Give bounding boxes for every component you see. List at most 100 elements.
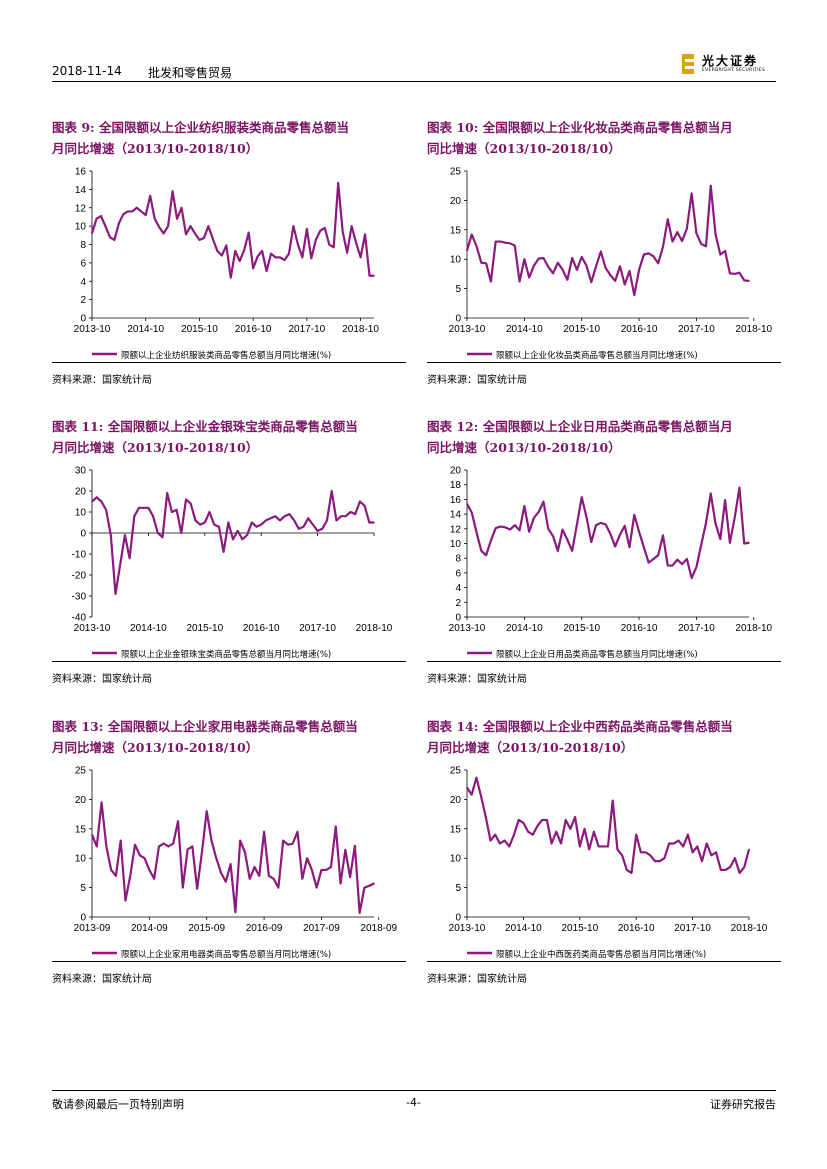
- chart-title-line1: 全国限额以上企业日用品类商品零售总额当月: [482, 419, 733, 434]
- data-point: [733, 516, 736, 519]
- y-tick-label: 20: [450, 196, 462, 207]
- data-point: [609, 533, 612, 535]
- data-point: [597, 845, 600, 848]
- data-point: [138, 507, 140, 509]
- data-point: [579, 845, 581, 848]
- y-tick-label: 25: [450, 167, 462, 178]
- data-point: [523, 258, 526, 260]
- data-point: [307, 517, 309, 520]
- data-point: [292, 225, 295, 227]
- series-line: [91, 489, 374, 595]
- data-point: [122, 213, 125, 215]
- data-point: [373, 274, 375, 277]
- data-point: [186, 848, 189, 851]
- y-tick-label: -10: [72, 550, 87, 561]
- data-point: [315, 239, 317, 241]
- data-point: [671, 564, 674, 567]
- y-tick-label: 20: [450, 466, 462, 477]
- y-tick-label: 14: [75, 185, 87, 196]
- data-point: [283, 515, 286, 517]
- chart-panel-11: 图表 11: 全国限额以上企业金银珠宝类商品零售总额当 月同比增速（2013/1…: [52, 416, 406, 694]
- data-point: [552, 535, 554, 537]
- data-point: [115, 875, 117, 877]
- data-point: [523, 505, 526, 507]
- chart-source: 资料来源：国家统计局: [427, 974, 527, 985]
- footer-divider: [52, 1090, 776, 1091]
- data-point: [593, 830, 595, 833]
- data-point: [355, 241, 357, 244]
- y-tick-label: 12: [75, 203, 87, 214]
- data-point: [110, 534, 112, 536]
- data-point: [533, 516, 535, 519]
- x-tick-label: 2018-10: [735, 623, 772, 634]
- data-point: [475, 531, 478, 534]
- data-point: [580, 256, 583, 258]
- data-point: [243, 249, 245, 251]
- data-point: [614, 280, 616, 282]
- data-point: [234, 250, 237, 252]
- data-point: [666, 218, 669, 221]
- data-point: [557, 550, 559, 552]
- y-tick-label: 15: [450, 225, 462, 236]
- data-point: [514, 524, 516, 526]
- data-point: [547, 528, 550, 530]
- x-tick-label: 2013-10: [74, 324, 111, 335]
- data-point: [604, 523, 607, 526]
- data-point: [748, 848, 750, 851]
- y-tick-label: 20: [75, 487, 87, 498]
- data-point: [619, 533, 621, 536]
- source-divider: [52, 661, 406, 662]
- data-point: [139, 854, 141, 857]
- x-tick-label: 2017-10: [289, 324, 326, 335]
- x-tick-label: 2015-09: [188, 923, 225, 934]
- data-point: [279, 256, 281, 259]
- data-point: [686, 558, 688, 560]
- data-point: [537, 511, 540, 513]
- series-line: [466, 776, 751, 874]
- data-point: [272, 877, 275, 880]
- data-point: [475, 776, 478, 779]
- data-point: [124, 534, 126, 536]
- data-point: [180, 532, 183, 534]
- data-point: [222, 551, 225, 553]
- data-point: [232, 538, 234, 541]
- data-point: [247, 231, 250, 234]
- data-point: [133, 515, 136, 517]
- data-point: [696, 845, 699, 848]
- data-point: [626, 869, 628, 871]
- data-point: [162, 232, 165, 235]
- data-point: [719, 538, 722, 540]
- data-point: [743, 279, 746, 282]
- data-point: [100, 801, 103, 804]
- data-point: [588, 848, 590, 851]
- data-point: [748, 280, 750, 282]
- chart-title-line1: 全国限额以上企业家用电器类商品零售总额当: [107, 719, 358, 734]
- data-point: [350, 225, 353, 227]
- data-point: [602, 845, 605, 848]
- report-sector: 批发和零售贸易: [148, 66, 233, 80]
- y-tick-label: -20: [72, 571, 87, 582]
- x-tick-label: 2016-10: [243, 623, 280, 634]
- chart-source: 资料来源：国家统计局: [427, 375, 527, 386]
- data-point: [555, 830, 558, 833]
- data-point: [673, 842, 675, 845]
- data-point: [279, 519, 281, 522]
- data-point: [561, 268, 564, 271]
- data-point: [662, 246, 664, 248]
- y-tick-label: 0: [455, 613, 461, 624]
- data-point: [349, 511, 352, 513]
- data-point: [253, 866, 256, 868]
- data-point: [320, 869, 323, 871]
- data-point: [287, 843, 289, 846]
- data-point: [569, 828, 572, 830]
- data-point: [705, 842, 708, 845]
- data-point: [119, 839, 122, 842]
- data-point: [229, 863, 232, 865]
- data-point: [124, 899, 127, 902]
- x-tick-label: 2016-10: [621, 324, 658, 335]
- data-point: [668, 842, 670, 845]
- data-point: [485, 262, 487, 265]
- source-divider: [427, 961, 781, 962]
- data-point: [277, 886, 280, 889]
- data-point: [268, 875, 270, 877]
